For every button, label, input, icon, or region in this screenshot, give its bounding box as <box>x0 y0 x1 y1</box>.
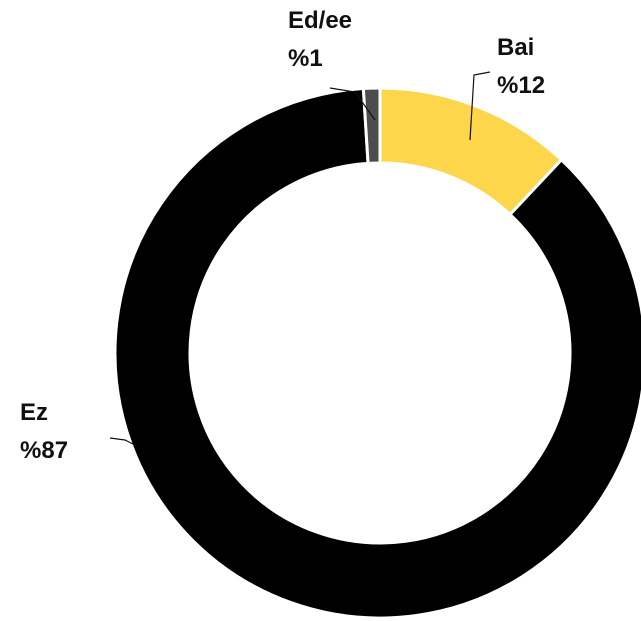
donut-slice <box>113 86 641 620</box>
leader-line <box>329 87 376 121</box>
donut-slice <box>361 86 382 165</box>
slice-value-label: %87 <box>20 437 68 464</box>
slice-label: Bai <box>497 34 534 61</box>
slice-label: Ed/ee <box>288 7 352 34</box>
slice-label: Ez <box>20 399 48 426</box>
leader-line <box>469 71 491 141</box>
slice-value-label: %1 <box>288 45 323 72</box>
leader-line <box>109 437 138 447</box>
slice-value-label: %12 <box>497 72 545 99</box>
